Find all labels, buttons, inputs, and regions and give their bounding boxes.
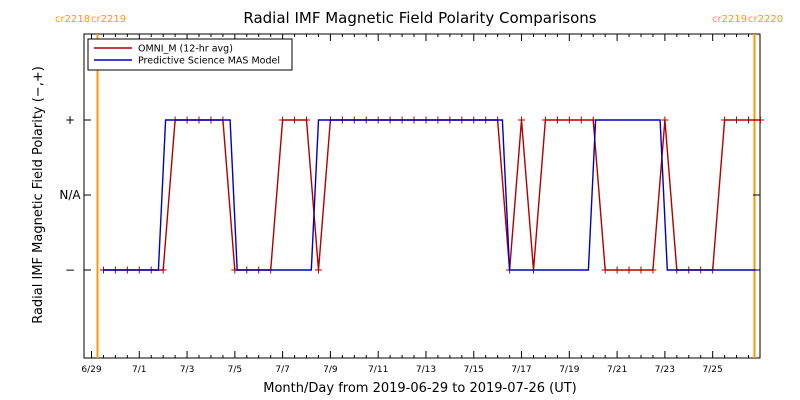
omni-data-point [745,116,752,124]
omni-data-point [721,116,729,124]
carrington-label: cr2219 [91,14,126,25]
chart-title: Radial IMF Magnetic Field Polarity Compa… [243,9,596,27]
legend-box [87,38,293,71]
omni-data-point [159,266,167,274]
omni-data-point [303,116,311,124]
omni-data-point [291,116,299,124]
omni-data-point [756,116,764,124]
y-axis-label: Radial IMF Magnetic Field Polarity (−,+) [31,66,46,324]
omni-data-point [601,266,609,274]
legend-label: OMNI_M (12-hr avg) [138,44,233,55]
x-tick-label: 7/9 [323,365,338,375]
mas-model-series-line [103,119,756,271]
x-tick-label: 7/13 [416,365,436,375]
x-axis-label: Month/Day from 2019-06-29 to 2019-07-26 … [263,381,576,396]
x-tick-label: 7/15 [464,365,484,375]
omni-data-point [649,266,657,274]
omni-data-point [613,266,621,274]
x-tick-label: 7/25 [703,365,723,375]
carrington-label: cr2218 [55,14,90,25]
omni-data-point [625,266,633,274]
omni-data-point [733,116,741,124]
x-tick-label: 7/21 [607,365,627,375]
plot-frame [83,33,761,359]
carrington-label: cr2220 [748,14,783,25]
x-tick-label: 7/3 [180,365,194,375]
omni-data-point [553,116,561,124]
x-tick-label: 7/1 [132,365,146,375]
legend-label: Predictive Science MAS Model [138,56,280,67]
y-tick-label: − [65,263,75,277]
y-tick-label: N/A [59,188,81,202]
carrington-label: cr2219 [712,14,747,25]
x-tick-label: 7/19 [559,365,579,375]
omni-data-point [637,266,645,274]
omni-data-point [279,116,287,124]
x-tick-label: 6/29 [81,365,101,375]
y-tick-label: + [65,113,75,127]
omni-data-point [314,266,322,274]
omni-data-point [577,116,585,124]
x-tick-label: 7/5 [228,365,242,375]
x-tick-label: 7/7 [275,365,289,375]
x-tick-label: 7/17 [511,365,531,375]
x-tick-label: 7/11 [368,365,388,375]
omni-data-point [565,116,573,124]
omni-data-point [541,116,549,124]
omni-data-point [518,116,526,124]
x-tick-label: 7/23 [655,365,675,375]
omni-data-point [661,116,669,124]
